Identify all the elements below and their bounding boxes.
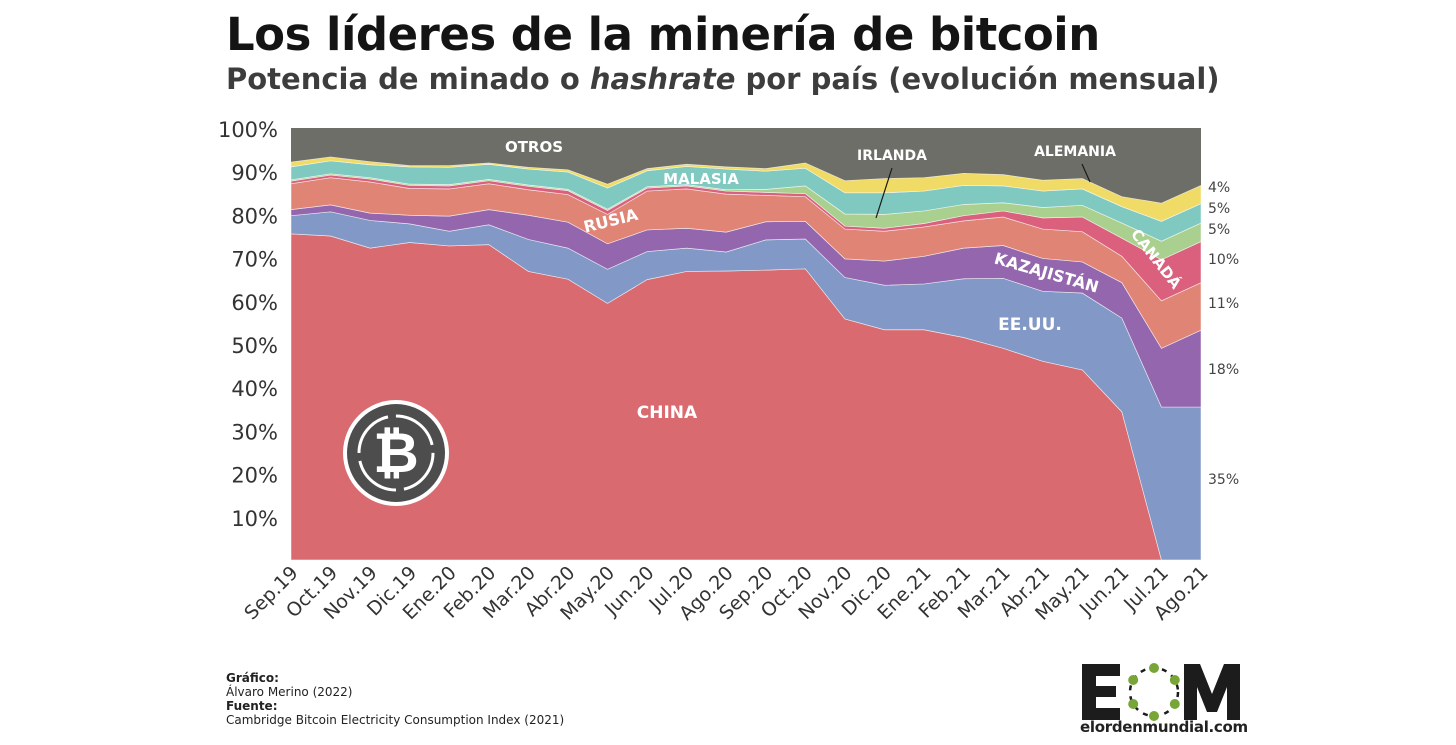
y-tick-label: 20% — [231, 464, 278, 488]
label-otros: OTROS — [505, 138, 563, 156]
label-malasia: MALASIA — [663, 170, 739, 188]
source-label: Fuente: — [226, 699, 278, 713]
label-irlanda: IRLANDA — [857, 148, 927, 164]
right-percent-label: 18% — [1208, 362, 1239, 378]
y-tick-label: 70% — [231, 248, 278, 272]
chart-subtitle: Potencia de minado o hashrate por país (… — [226, 62, 1220, 96]
right-percent-label: 4% — [1208, 180, 1230, 196]
right-percent-label: 11% — [1208, 296, 1239, 312]
bitcoin-icon-ring — [357, 414, 435, 492]
y-tick-label: 60% — [231, 291, 278, 315]
right-percent-label: 5% — [1208, 222, 1230, 238]
area-irlanda — [290, 156, 1202, 222]
right-percent-label: 35% — [1208, 472, 1239, 488]
chart-title: Los líderes de la minería de bitcoin — [226, 8, 1100, 61]
right-percent-label: 5% — [1208, 201, 1230, 217]
logo-url: elordenmundial.com — [1080, 718, 1248, 736]
pointer-alemania — [1081, 163, 1091, 183]
logo-letter-e — [1082, 664, 1120, 720]
y-tick-label: 80% — [231, 204, 278, 228]
graphic-author: Álvaro Merino (2022) — [226, 685, 353, 699]
right-percent-label: 10% — [1208, 252, 1239, 268]
graphic-label: Gráfico: — [226, 671, 279, 685]
label-eeuu: EE.UU. — [998, 315, 1062, 335]
source-text: Cambridge Bitcoin Electricity Consumptio… — [226, 713, 565, 727]
bitcoin-icon — [347, 404, 445, 502]
logo-letter-o — [1128, 663, 1180, 721]
label-china: CHINA — [637, 403, 698, 423]
logo-letter-m — [1184, 664, 1240, 720]
label-alemania: ALEMANIA — [1034, 144, 1116, 160]
y-tick-label: 90% — [231, 161, 278, 185]
y-tick-label: 40% — [231, 377, 278, 401]
credits: Gráfico: Álvaro Merino (2022) Fuente: Ca… — [226, 671, 564, 727]
y-tick-label: 50% — [231, 334, 278, 358]
pointer-irlanda — [875, 167, 893, 219]
y-tick-label: 30% — [231, 420, 278, 444]
bitcoin-icon-glyph: ₿ — [373, 421, 419, 486]
y-tick-label: 10% — [231, 507, 278, 531]
eom-logo — [1082, 663, 1240, 721]
y-tick-label: 100% — [218, 118, 278, 142]
